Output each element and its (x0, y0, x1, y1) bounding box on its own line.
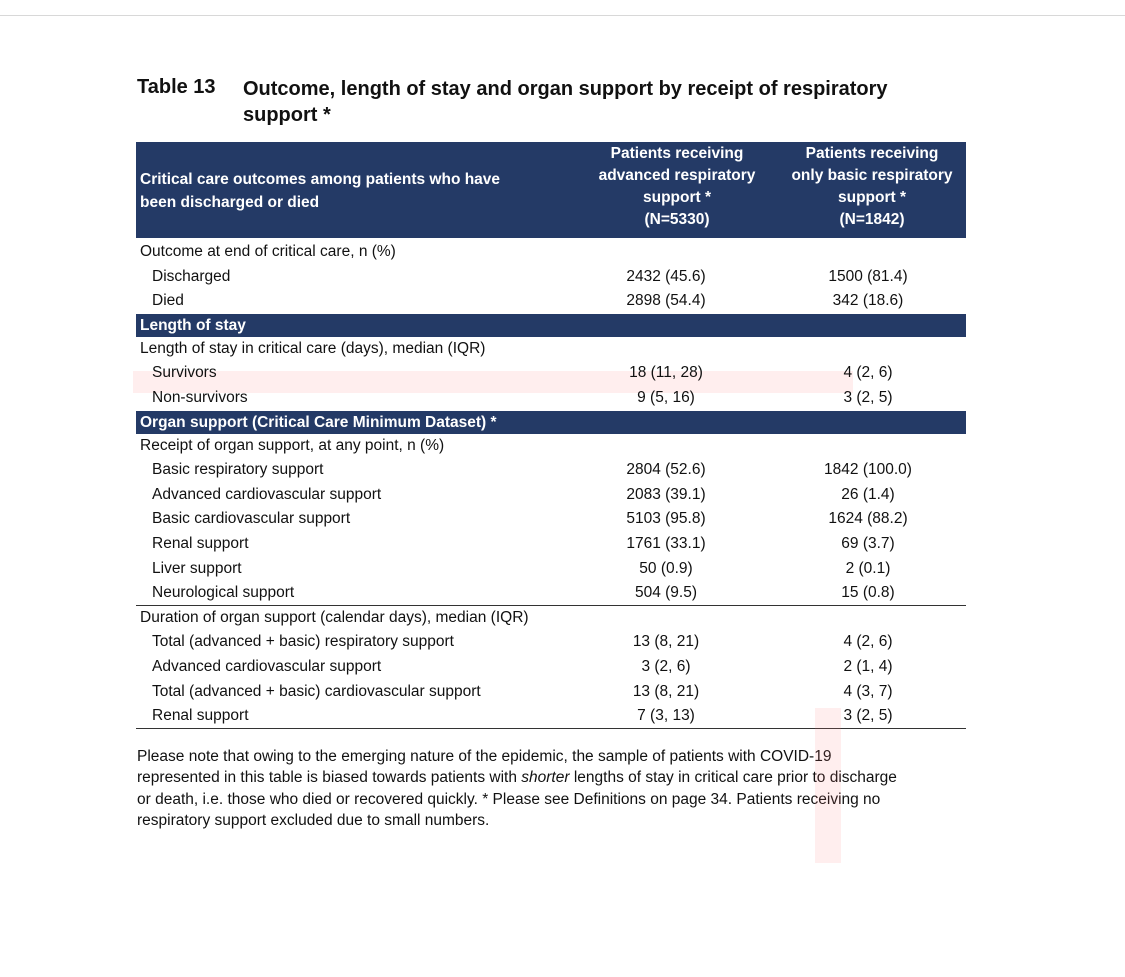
cell-value: 9 (5, 16) (637, 389, 695, 406)
cell-value: 2804 (52.6) (626, 461, 706, 479)
cell-value: 3 (2, 5) (843, 389, 893, 406)
note-line: Please note that owing to the emerging n… (137, 747, 832, 765)
cell-value: 2432 (45.6) (626, 267, 706, 285)
header-text: advanced respiratory (598, 167, 756, 184)
row-label: Liver support (152, 559, 242, 577)
note-line: represented in this table is biased towa… (137, 767, 897, 789)
cell-value: 26 (1.4) (841, 485, 895, 503)
cell-value: 3 (2, 6) (641, 658, 691, 675)
row-label: Discharged (152, 267, 231, 285)
cell-value: 1761 (33.1) (626, 535, 706, 552)
row-rule (136, 604, 966, 606)
cell-value: 4 (2, 6) (843, 364, 893, 382)
header-text: been discharged or died (140, 194, 320, 211)
cell-value: 4 (2, 6) (843, 633, 893, 651)
header-text: Patients receiving (610, 145, 744, 162)
header-text: support * (837, 189, 907, 206)
note-line: or death, i.e. those who died or recover… (137, 790, 881, 808)
note-line: respiratory support excluded due to smal… (137, 812, 490, 830)
cell-value: 5103 (95.8) (626, 510, 706, 528)
cell-value: 50 (0.9) (639, 559, 693, 577)
row-label: Survivors (152, 364, 217, 382)
note-emphasis: shorter (521, 769, 570, 787)
header-text: only basic respiratory (791, 167, 953, 184)
section-band (136, 410, 966, 434)
header-text: (N=5330) (644, 211, 710, 228)
cell-value: 3 (2, 5) (843, 707, 893, 725)
row-label: Non-survivors (152, 389, 248, 406)
cell-value: 15 (0.8) (841, 584, 895, 602)
cell-value: 2083 (39.1) (626, 485, 706, 503)
row-label: Renal support (152, 535, 249, 552)
row-label: Basic cardiovascular support (152, 510, 351, 528)
section-heading: Organ support (Critical Care Minimum Dat… (140, 413, 497, 431)
table-header (136, 142, 966, 238)
group-label: Outcome at end of critical care, n (%) (140, 243, 396, 260)
row-label: Total (advanced + basic) respiratory sup… (152, 633, 454, 651)
group-label: Receipt of organ support, at any point, … (140, 436, 445, 454)
cell-value: 4 (3, 7) (843, 682, 893, 700)
row-label: Neurological support (152, 584, 295, 602)
cell-value: 13 (8, 21) (632, 633, 700, 651)
cell-value: 13 (8, 21) (632, 682, 700, 700)
cell-value: 69 (3.7) (841, 535, 895, 552)
highlight-mark (815, 708, 841, 863)
row-label: Advanced cardiovascular support (152, 658, 382, 675)
row-label: Total (advanced + basic) cardiovascular … (152, 682, 481, 700)
row-label: Died (152, 292, 184, 310)
cell-value: 18 (11, 28) (629, 364, 703, 382)
section-heading: Length of stay (140, 316, 246, 334)
row-label: Basic respiratory support (152, 461, 324, 479)
header-text: Critical care outcomes among patients wh… (140, 171, 501, 188)
note-text: lengths of stay in critical care prior t… (569, 769, 897, 787)
cell-value: 342 (18.6) (832, 292, 904, 310)
section-band (136, 313, 966, 337)
cell-value: 1624 (88.2) (828, 510, 908, 528)
row-rule (136, 727, 966, 729)
row-label: Advanced cardiovascular support (152, 485, 382, 503)
header-text: Patients receiving (805, 145, 939, 162)
row-label: Renal support (152, 707, 249, 725)
cell-value: 504 (9.5) (634, 584, 698, 602)
highlight-mark (133, 371, 853, 393)
cell-value: 1500 (81.4) (828, 267, 908, 285)
cell-value: 7 (3, 13) (637, 707, 695, 725)
top-rule (0, 15, 1125, 16)
group-label: Length of stay in critical care (days), … (140, 339, 486, 357)
cell-value: 2898 (54.4) (626, 292, 706, 310)
cell-value: 2 (0.1) (845, 559, 891, 577)
group-label: Duration of organ support (calendar days… (140, 608, 529, 626)
cell-value: 2 (1, 4) (843, 658, 893, 675)
cell-value: 1842 (100.0) (824, 461, 912, 479)
header-text: (N=1842) (839, 211, 905, 228)
note-text: represented in this table is biased towa… (137, 769, 522, 787)
table-title: Outcome, length of stay and organ suppor… (243, 78, 888, 126)
header-text: support * (642, 189, 712, 206)
table-number: Table 13 (137, 76, 216, 98)
